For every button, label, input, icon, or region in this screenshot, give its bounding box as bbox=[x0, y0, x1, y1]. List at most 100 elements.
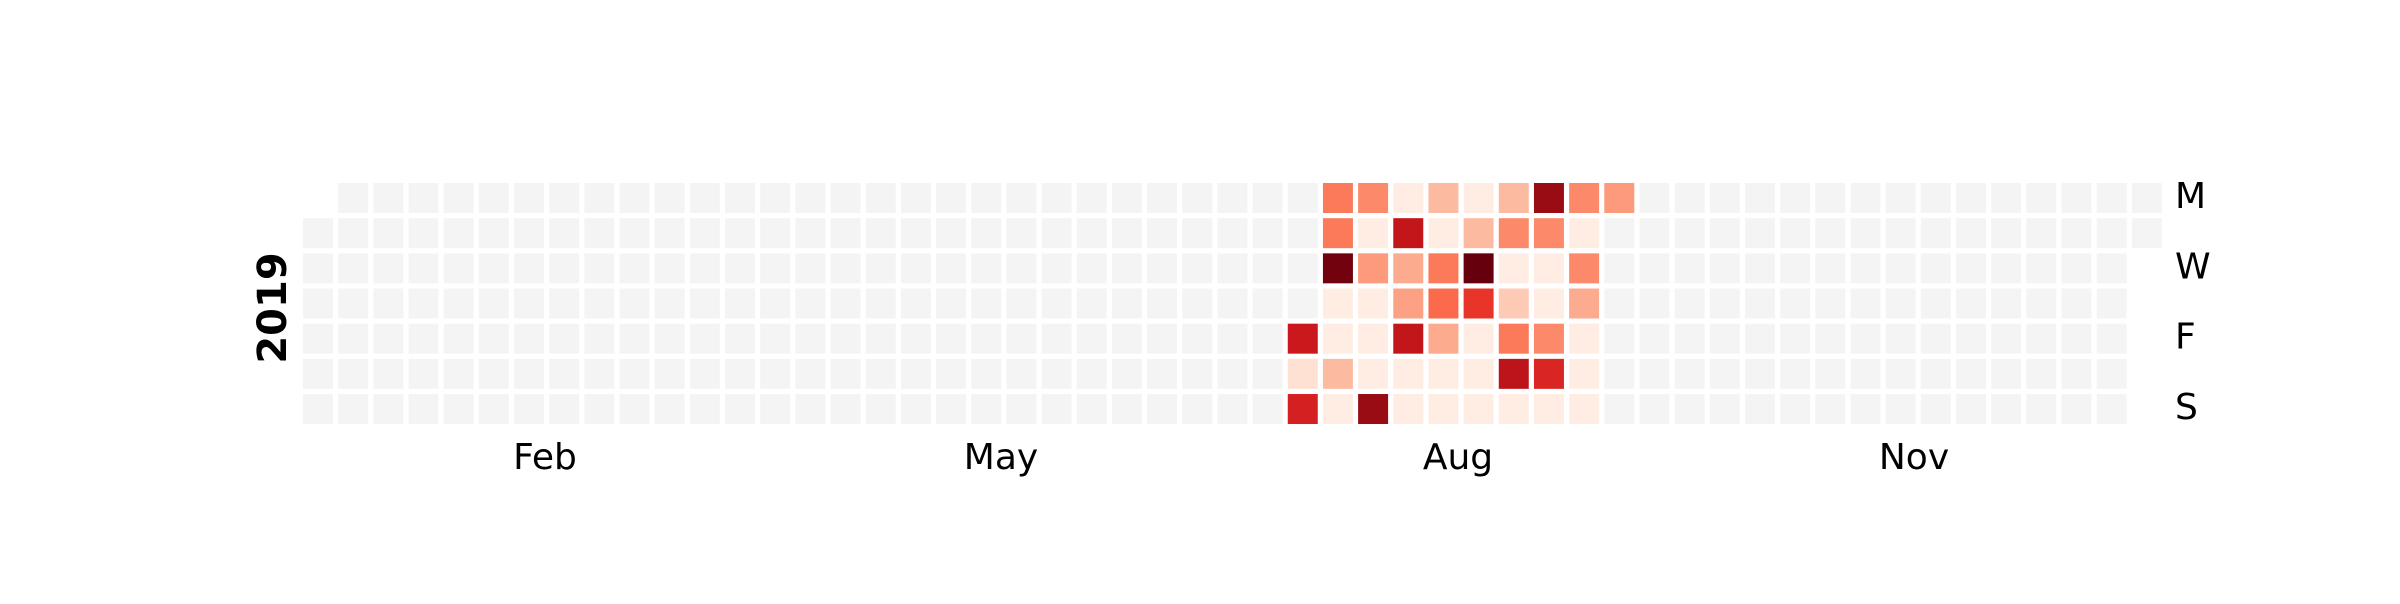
heatmap-cell-empty bbox=[689, 288, 720, 319]
heatmap-cell-empty bbox=[1182, 218, 1213, 249]
heatmap-cell-empty bbox=[514, 394, 545, 425]
heatmap-cell-empty bbox=[1991, 183, 2022, 213]
heatmap-cell-active bbox=[1498, 323, 1529, 354]
heatmap-cell-empty bbox=[1709, 218, 1740, 249]
heatmap-cell-empty bbox=[1744, 218, 1775, 249]
heatmap-cell-empty bbox=[1076, 288, 1107, 319]
heatmap-cell-empty bbox=[1850, 288, 1881, 319]
heatmap-cell-empty bbox=[900, 358, 931, 389]
heatmap-cell-empty bbox=[936, 394, 967, 425]
heatmap-cell-empty bbox=[795, 218, 826, 249]
heatmap-cell-active bbox=[1393, 253, 1424, 284]
heatmap-cell-active bbox=[1569, 253, 1600, 284]
heatmap-cell-empty bbox=[478, 394, 509, 425]
heatmap-cell-empty bbox=[1076, 394, 1107, 425]
heatmap-cell-empty bbox=[1709, 394, 1740, 425]
heatmap-cell-empty bbox=[2026, 323, 2057, 354]
heatmap-cell-empty bbox=[478, 183, 509, 213]
heatmap-cell-empty bbox=[1709, 358, 1740, 389]
heatmap-cell-empty bbox=[478, 323, 509, 354]
heatmap-cell-empty bbox=[1252, 253, 1283, 284]
heatmap-cell-empty bbox=[1639, 394, 1670, 425]
heatmap-cell-empty bbox=[900, 288, 931, 319]
heatmap-cell-empty bbox=[971, 218, 1002, 249]
heatmap-cell-empty bbox=[830, 394, 861, 425]
heatmap-cell-active bbox=[1569, 323, 1600, 354]
heatmap-cell-empty bbox=[1709, 253, 1740, 284]
heatmap-cell-empty bbox=[303, 253, 333, 284]
heatmap-cell-active bbox=[1463, 288, 1494, 319]
heatmap-cell-empty bbox=[373, 394, 404, 425]
heatmap-cell-empty bbox=[971, 288, 1002, 319]
heatmap-cell-empty bbox=[443, 218, 474, 249]
heatmap-cell-empty bbox=[549, 358, 580, 389]
heatmap-cell-empty bbox=[1147, 253, 1178, 284]
heatmap-cell-empty bbox=[584, 358, 615, 389]
month-labels: Feb May Aug Nov bbox=[513, 437, 1949, 478]
heatmap-cell-active bbox=[1569, 394, 1600, 425]
heatmap-cell-active bbox=[1428, 394, 1459, 425]
heatmap-cell-empty bbox=[1252, 323, 1283, 354]
heatmap-cell-empty bbox=[373, 288, 404, 319]
heatmap-cell-empty bbox=[654, 394, 685, 425]
heatmap-cell-empty bbox=[1920, 218, 1951, 249]
heatmap-cell-active bbox=[1569, 183, 1600, 213]
heatmap-cell-empty bbox=[1076, 218, 1107, 249]
heatmap-cell-empty bbox=[1920, 253, 1951, 284]
heatmap-cell-empty bbox=[1920, 323, 1951, 354]
heatmap-cell-empty bbox=[1217, 288, 1248, 319]
heatmap-cell-active bbox=[1498, 218, 1529, 249]
heatmap-cell-active bbox=[1463, 394, 1494, 425]
heatmap-cell-empty bbox=[1287, 218, 1318, 249]
heatmap-cell-active bbox=[1393, 323, 1424, 354]
heatmap-cell-empty bbox=[1780, 323, 1811, 354]
heatmap-cell-empty bbox=[936, 218, 967, 249]
heatmap-cell-empty bbox=[443, 358, 474, 389]
heatmap-cell-active bbox=[1322, 218, 1353, 249]
heatmap-cell-empty bbox=[1006, 323, 1037, 354]
heatmap-cell-empty bbox=[1147, 394, 1178, 425]
heatmap-cell-empty bbox=[654, 183, 685, 213]
heatmap-cell-empty bbox=[1991, 323, 2022, 354]
heatmap-cell-empty bbox=[303, 358, 333, 389]
heatmap-cell-active bbox=[1428, 358, 1459, 389]
heatmap-cell-empty bbox=[936, 183, 967, 213]
heatmap-cell-empty bbox=[2026, 288, 2057, 319]
month-label: Aug bbox=[1423, 437, 1493, 478]
heatmap-cell-empty bbox=[2061, 394, 2092, 425]
heatmap-cell-empty bbox=[1920, 394, 1951, 425]
heatmap-cell-empty bbox=[936, 253, 967, 284]
heatmap-cell-empty bbox=[514, 358, 545, 389]
heatmap-cell-active bbox=[1393, 218, 1424, 249]
heatmap-cell-empty bbox=[1639, 218, 1670, 249]
heatmap-cell-empty bbox=[1744, 253, 1775, 284]
heatmap-cell-active bbox=[1533, 323, 1564, 354]
heatmap-cell-empty bbox=[2026, 358, 2057, 389]
heatmap-cell-active bbox=[1358, 358, 1389, 389]
heatmap-cell-empty bbox=[1639, 358, 1670, 389]
heatmap-cell-empty bbox=[408, 288, 439, 319]
heatmap-cell-empty bbox=[1217, 218, 1248, 249]
heatmap-cell-empty bbox=[1920, 183, 1951, 213]
heatmap-cell-empty bbox=[1182, 183, 1213, 213]
heatmap-cell-empty bbox=[619, 288, 650, 319]
month-label: Nov bbox=[1879, 437, 1949, 478]
heatmap-cell-empty bbox=[1674, 323, 1705, 354]
heatmap-cell-empty bbox=[1815, 323, 1846, 354]
heatmap-cell-empty bbox=[1604, 394, 1635, 425]
heatmap-cell-empty bbox=[1674, 288, 1705, 319]
heatmap-cell-active bbox=[1322, 288, 1353, 319]
heatmap-cell-empty bbox=[443, 253, 474, 284]
heatmap-cell-empty bbox=[865, 288, 896, 319]
heatmap-cell-empty bbox=[443, 288, 474, 319]
heatmap-cell-empty bbox=[1991, 288, 2022, 319]
heatmap-cell-active bbox=[1322, 358, 1353, 389]
heatmap-cell-empty bbox=[971, 183, 1002, 213]
heatmap-cell-empty bbox=[1955, 253, 1986, 284]
heatmap-cell-empty bbox=[1182, 323, 1213, 354]
heatmap-cell-empty bbox=[689, 323, 720, 354]
heatmap-cell-active bbox=[1393, 288, 1424, 319]
heatmap-cell-empty bbox=[725, 358, 756, 389]
heatmap-cell-empty bbox=[1604, 253, 1635, 284]
